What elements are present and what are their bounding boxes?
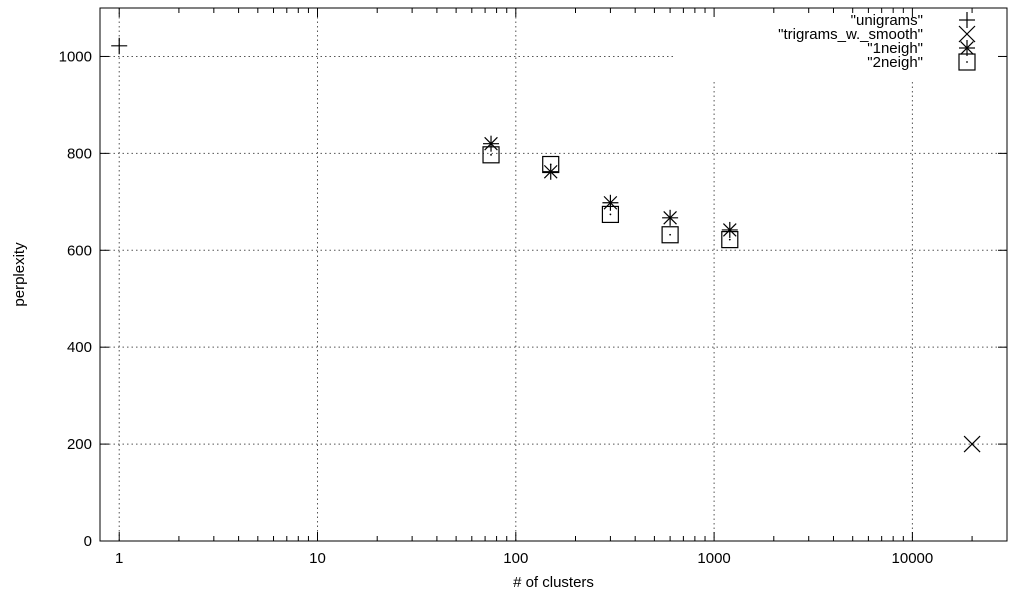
legend-marker-plus: [959, 12, 975, 28]
legend-marker-cross: [958, 25, 976, 43]
axis-ticks: 0 200 400 600 800 1000 1 10 100 1000 10000: [59, 8, 1008, 567]
data-point-cross-1-0: [963, 435, 981, 453]
y-tick-label: 0: [84, 533, 92, 550]
x-tick-label: 1000: [697, 550, 730, 567]
legend-label: "unigrams": [851, 12, 923, 29]
x-tick-label: 1: [115, 550, 123, 567]
data-point-star-2-3: [662, 209, 679, 226]
y-axis-label: perplexity: [11, 242, 28, 307]
axis-labels: # of clusters perplexity: [11, 242, 594, 591]
data-point-square-3-4: [721, 231, 739, 249]
data-point-square-3-3: [661, 226, 679, 244]
data-point-plus-0-0: [111, 37, 128, 54]
x-axis-label: # of clusters: [513, 574, 594, 591]
x-tick-label: 10000: [892, 550, 934, 567]
data-point-star-2-0: [483, 135, 500, 152]
legend-label: "1neigh": [867, 40, 923, 57]
legend-marker-star: [959, 40, 975, 56]
y-tick-label: 600: [67, 242, 92, 259]
data-point-star-2-4: [721, 221, 738, 238]
plot-frame: [99, 7, 1008, 542]
data-point-square-3-2: [601, 205, 620, 224]
x-tick-label: 10: [309, 550, 326, 567]
legend-label: "2neigh": [867, 54, 923, 71]
data-point-square-3-1: [542, 155, 560, 174]
x-tick-label: 100: [503, 550, 528, 567]
grid: [100, 8, 1007, 541]
data-point-square-3-0: [482, 146, 500, 164]
data-marks: [111, 37, 981, 453]
y-tick-label: 1000: [59, 48, 92, 65]
legend-label: "trigrams_w._smooth": [778, 26, 923, 43]
y-tick-label: 800: [67, 145, 92, 162]
y-tick-label: 400: [67, 339, 92, 356]
y-tick-label: 200: [67, 436, 92, 453]
data-point-star-2-1: [542, 163, 559, 180]
data-point-star-2-2: [602, 194, 619, 211]
legend-marker-square: [958, 53, 976, 71]
legend: "unigrams""trigrams_w._smooth""1neigh""2…: [778, 12, 976, 71]
